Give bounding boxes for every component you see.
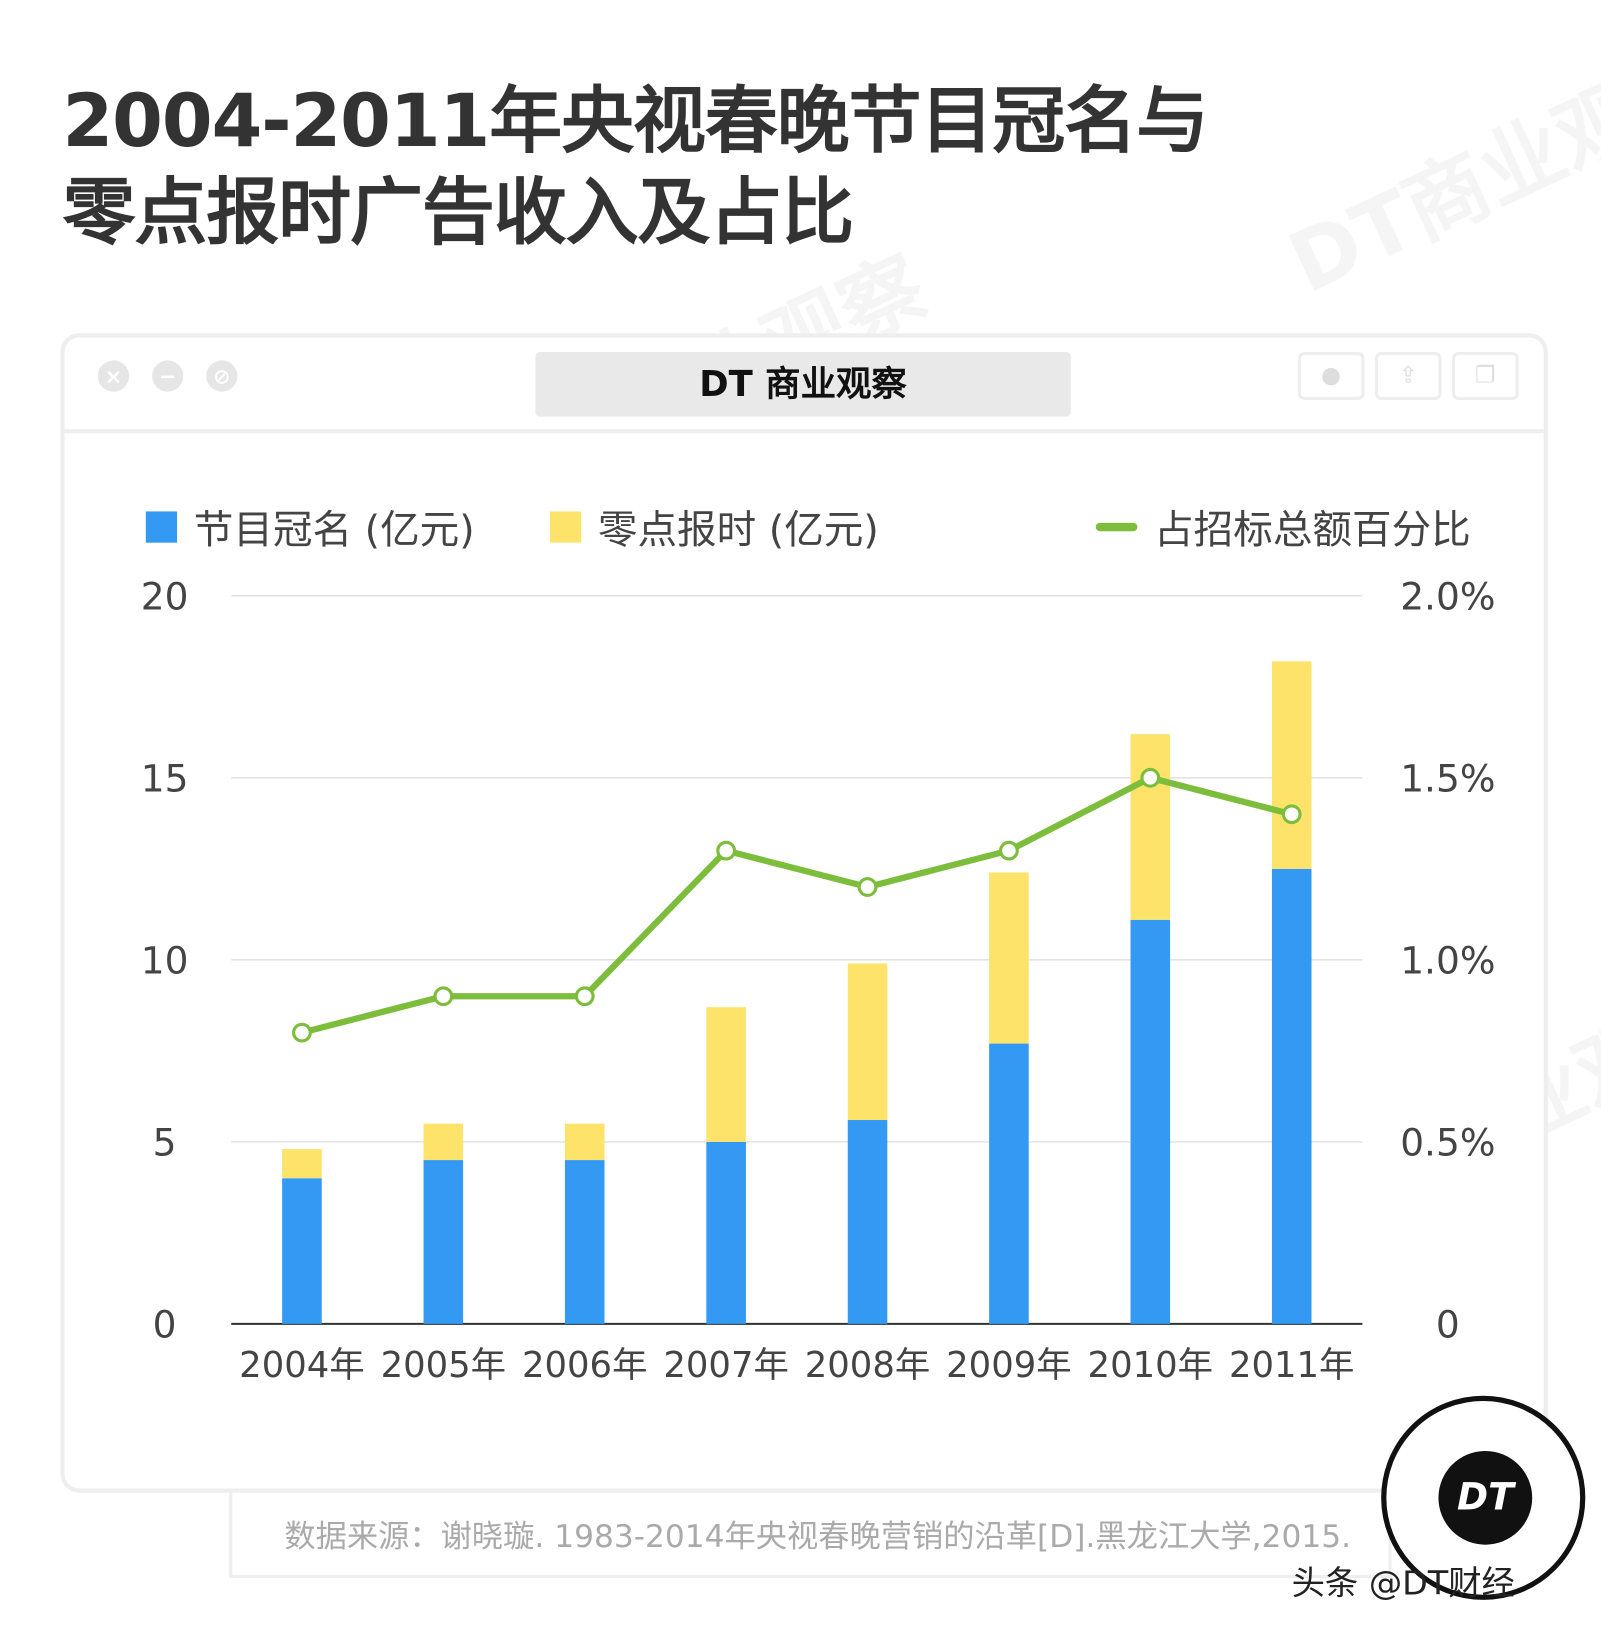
y-right-tick-label: 2.0% [1400,574,1495,618]
bar-title-sponsor [1271,868,1312,1324]
legend-swatch [1095,522,1138,531]
y-right-tick-label: 1.0% [1400,938,1495,982]
window-titlebar: × − ⊘ DT 商业观察 ● ⇪ ❐ [64,337,1544,434]
title-line-2: 零点报时广告收入及占比 [62,169,854,256]
legend-label: 零点报时 (亿元) [597,507,879,554]
y-left-tick-label: 15 [141,756,189,800]
window-icon: ❐ [1451,352,1519,400]
page-title: 2004-2011年央视春晚节目冠名与 零点报时广告收入及占比 [62,75,1208,258]
source-box: 数据来源：谢晓璇. 1983-2014年央视春晚营销的沿革[D].黑龙江大学,2… [229,1489,1392,1579]
percent-point [574,986,595,1007]
legend-label: 节目冠名 (亿元) [193,507,475,554]
minimize-icon: − [152,360,184,392]
bar-title-sponsor [989,1043,1029,1324]
bar-midnight [847,963,888,1121]
brand-label: DT 商业观察 [535,352,1071,417]
percent-point [292,1022,312,1043]
y-left-tick-label: 10 [141,938,189,982]
x-tick-label: 2004年 [239,1345,365,1386]
percent-point [999,840,1019,861]
bar-title-sponsor [423,1160,464,1324]
percent-point [433,986,454,1007]
legend-label: 占招标总额百分比 [1154,507,1471,554]
bar-title-sponsor [564,1160,605,1324]
bar-midnight [423,1123,464,1161]
y-right-tick-label: 0 [1436,1302,1460,1346]
source-text: 数据来源：谢晓璇. 1983-2014年央视春晚营销的沿革[D].黑龙江大学,2… [284,1518,1352,1556]
y-left-tick-label: 20 [141,574,189,618]
bar-midnight [706,1007,746,1142]
record-icon: ● [1297,352,1365,400]
y-left-tick-label: 0 [153,1302,177,1346]
x-tick-label: 2010年 [1088,1345,1214,1386]
percent-point [716,840,737,861]
bar-title-sponsor [1130,919,1171,1324]
credit-text: 头条 @DT财经 [1291,1563,1515,1604]
bar-title-sponsor [847,1120,888,1324]
y-right-tick-label: 0.5% [1400,1120,1495,1164]
dt-logo: DT [1438,1450,1533,1545]
title-line-1: 2004-2011年央视春晚节目冠名与 [62,78,1208,164]
percent-point [1140,767,1161,788]
x-tick-label: 2007年 [663,1345,789,1386]
percent-point [1281,804,1302,825]
legend-swatch [549,510,582,543]
legend-item-percent: 占招标总额百分比 [1095,498,1471,555]
percent-line [301,774,1293,1036]
x-tick-label: 2009年 [946,1345,1072,1386]
y-left-tick-label: 5 [153,1120,177,1164]
legend-swatch [145,510,178,543]
legend-item-midnight: 零点报时 (亿元) [549,498,879,555]
x-tick-label: 2006年 [522,1345,648,1386]
bar-title-sponsor [282,1178,322,1324]
share-icon: ⇪ [1374,352,1442,400]
bar-midnight [1130,734,1171,920]
close-icon: × [97,360,130,392]
y-right-tick-label: 1.5% [1400,756,1495,800]
dt-badge: DT [1381,1395,1586,1600]
x-tick-label: 2008年 [805,1345,931,1386]
block-icon: ⊘ [206,360,238,392]
x-tick-label: 2011年 [1229,1345,1355,1386]
bar-title-sponsor [706,1141,746,1324]
x-tick-label: 2005年 [381,1345,507,1386]
bar-midnight [282,1149,322,1179]
legend-item-title-sponsor: 节目冠名 (亿元) [145,498,475,555]
bar-midnight [564,1123,605,1161]
bar-midnight [989,872,1029,1044]
percent-point [857,877,878,897]
bar-midnight [1271,661,1312,869]
